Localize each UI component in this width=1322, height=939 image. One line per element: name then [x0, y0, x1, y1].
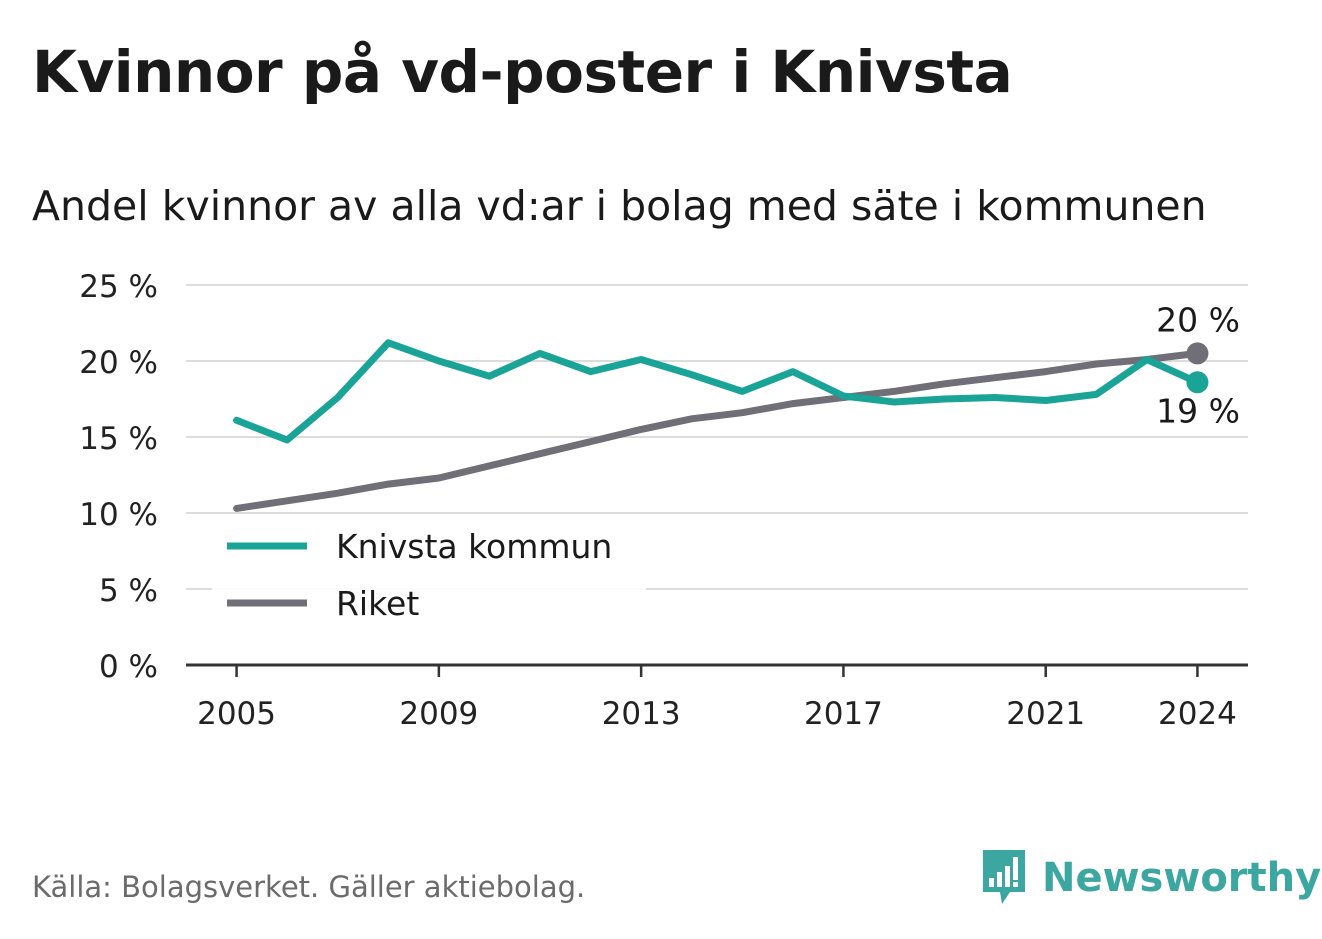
- source-note: Källa: Bolagsverket. Gäller aktiebolag.: [32, 870, 586, 904]
- x-tick-label: 2017: [804, 696, 883, 732]
- y-tick-label: 20 %: [79, 345, 158, 381]
- series-line-knivsta: [233, 339, 1201, 444]
- legend: [212, 515, 646, 591]
- x-tick-label: 2009: [399, 696, 478, 732]
- x-tick-label: 2021: [1006, 696, 1085, 732]
- legend-label: Riket: [336, 584, 419, 623]
- y-tick-label: 10 %: [79, 497, 158, 533]
- series-lines: Knivsta kommun Riket: [227, 339, 1201, 623]
- series-line-riket: [233, 349, 1201, 512]
- chart-title: Kvinnor på vd-poster i Knivsta: [32, 38, 1013, 106]
- legend-label: Knivsta kommun: [336, 527, 612, 566]
- y-tick-label: 25 %: [79, 269, 158, 305]
- newsworthy-logo-icon: [983, 850, 1025, 904]
- end-labels: 19 % 20 %: [1156, 300, 1240, 430]
- end-point-marker: [1186, 342, 1209, 365]
- y-axis-tick-labels: 0 % 5 % 10 % 15 % 20 % 25 %: [79, 269, 158, 685]
- legend-background: [212, 515, 646, 591]
- end-point-marker: [1186, 371, 1209, 394]
- end-value-label: 19 %: [1156, 391, 1240, 430]
- x-tick-label: 2024: [1158, 696, 1237, 732]
- brand-name: Newsworthy: [1042, 855, 1322, 901]
- x-tick-label: 2005: [197, 696, 276, 732]
- x-tick-label: 2013: [602, 696, 681, 732]
- end-value-label: 20 %: [1156, 300, 1240, 339]
- y-tick-label: 0 %: [99, 649, 158, 685]
- y-tick-label: 15 %: [79, 421, 158, 457]
- brand-logo: Newsworthy: [980, 848, 1321, 908]
- x-axis-tick-labels: 2005 2009 2013 2017 2021 2024: [197, 665, 1237, 732]
- chart-subtitle: Andel kvinnor av alla vd:ar i bolag med …: [32, 182, 1207, 230]
- y-tick-label: 5 %: [99, 573, 158, 609]
